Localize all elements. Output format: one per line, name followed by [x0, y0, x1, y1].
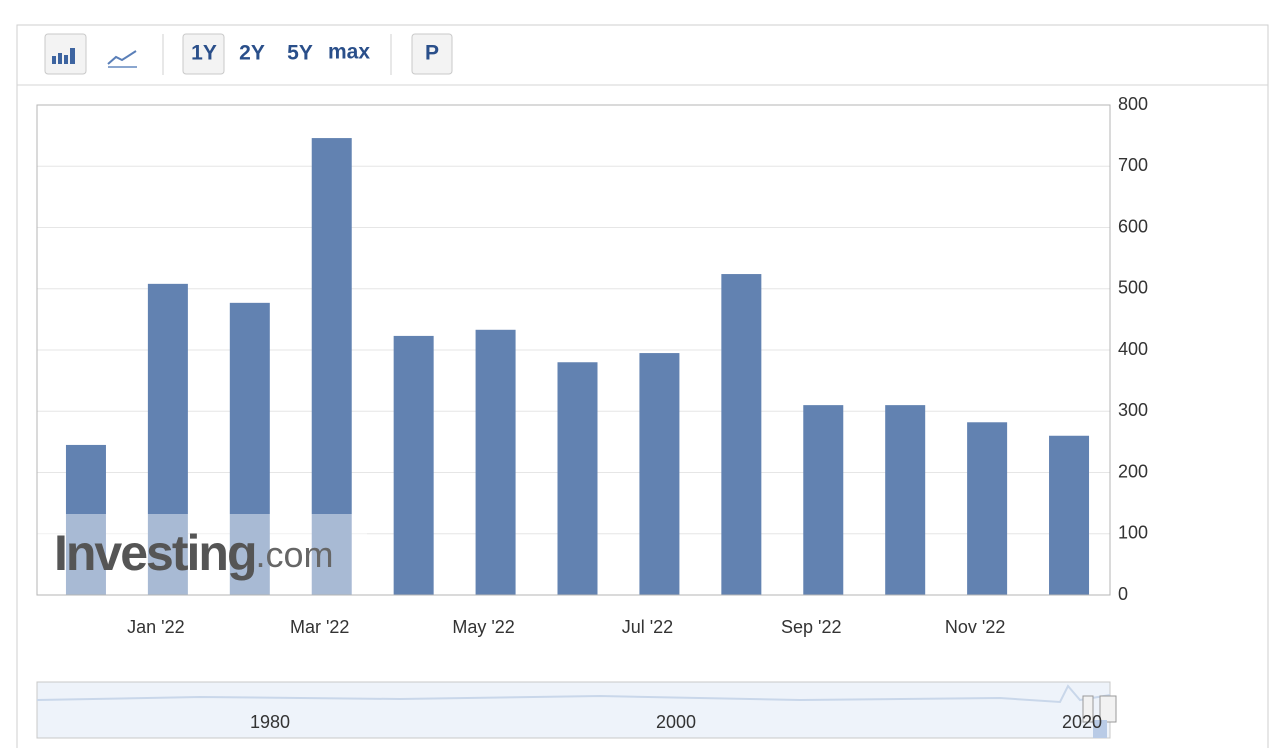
- watermark-suffix: .com: [255, 534, 333, 575]
- y-tick-label: 400: [1118, 339, 1148, 359]
- x-tick-label: Jan '22: [127, 617, 184, 637]
- bar: [803, 405, 844, 595]
- x-tick-label: Nov '22: [945, 617, 1005, 637]
- navigator-series: [36, 684, 1111, 704]
- bar-icon: [52, 48, 75, 64]
- bar: [1049, 435, 1090, 595]
- range-button[interactable]: 5Y: [287, 42, 313, 65]
- bar: [65, 444, 106, 595]
- bar-chart-button[interactable]: [44, 33, 87, 75]
- bar: [393, 335, 434, 595]
- plot-frame: [36, 104, 1111, 596]
- navigator-label: 2000: [656, 712, 696, 732]
- y-tick-label: 800: [1118, 94, 1148, 114]
- line-chart-button[interactable]: [100, 34, 144, 74]
- p-button[interactable]: [411, 33, 453, 75]
- bars-layer: [65, 138, 1090, 595]
- range-button[interactable]: max: [328, 41, 370, 64]
- x-tick-label: May '22: [452, 617, 514, 637]
- bar: [639, 353, 680, 595]
- navigator-handle[interactable]: [1082, 695, 1094, 723]
- x-tick-label: Jul '22: [622, 617, 673, 637]
- y-tick-label: 200: [1118, 461, 1148, 481]
- y-tick-label: 300: [1118, 400, 1148, 420]
- bar: [557, 362, 598, 595]
- range-button[interactable]: 1Y: [191, 42, 217, 65]
- bar: [311, 138, 352, 595]
- watermark-band: [37, 514, 367, 595]
- watermark-brand-text: Investing: [54, 525, 255, 581]
- bar: [229, 302, 270, 595]
- navigator-handle[interactable]: [1099, 695, 1117, 723]
- p-button-label[interactable]: P: [425, 42, 439, 65]
- bar: [475, 329, 516, 595]
- x-tick-label: Mar '22: [290, 617, 349, 637]
- range-button[interactable]: 2Y: [239, 42, 265, 65]
- y-tick-label: 100: [1118, 523, 1148, 543]
- x-tick-label: Sep '22: [781, 617, 842, 637]
- y-tick-label: 700: [1118, 155, 1148, 175]
- navigator[interactable]: [36, 681, 1111, 739]
- navigator-selection[interactable]: [1093, 720, 1107, 738]
- y-tick-label: 0: [1118, 584, 1128, 604]
- range-1y-button[interactable]: [182, 33, 225, 75]
- bar: [721, 274, 762, 595]
- watermark-brand: Investing.com: [54, 525, 334, 581]
- y-tick-label: 600: [1118, 216, 1148, 236]
- bar: [967, 422, 1008, 595]
- bar: [885, 405, 926, 595]
- navigator-label: 1980: [250, 712, 290, 732]
- y-tick-label: 500: [1118, 278, 1148, 298]
- bar: [147, 283, 188, 595]
- navigator-label: 2020: [1062, 712, 1102, 732]
